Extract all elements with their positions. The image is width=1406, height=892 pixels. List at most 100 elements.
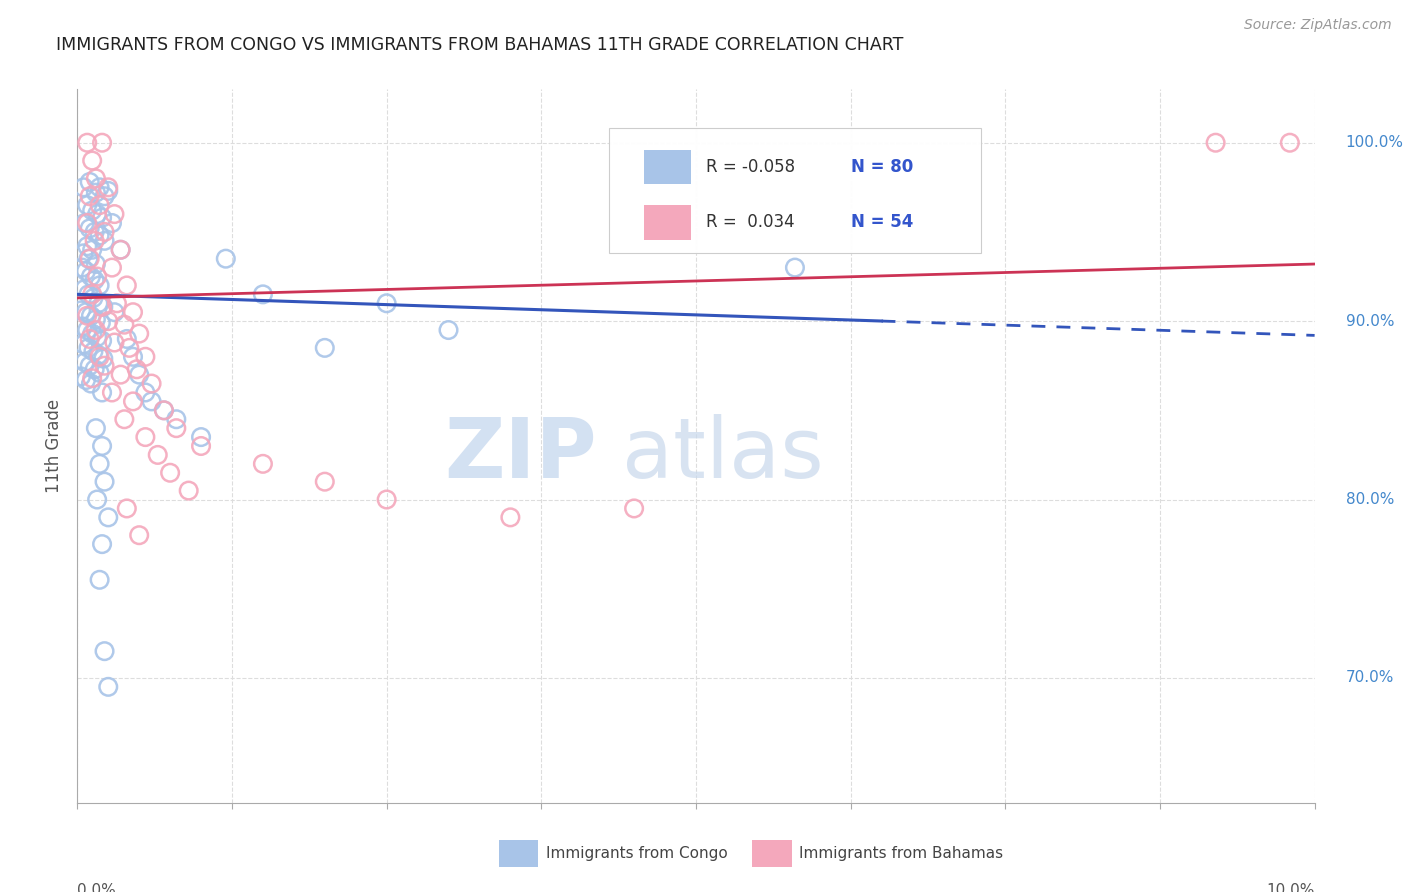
Text: 90.0%: 90.0% xyxy=(1346,314,1393,328)
Point xyxy=(1205,136,1227,150)
Point xyxy=(190,439,212,453)
Point xyxy=(97,680,120,694)
Point xyxy=(118,341,141,355)
Point xyxy=(1278,136,1301,150)
Point xyxy=(110,368,132,382)
Point xyxy=(77,341,100,355)
Text: R =  0.034: R = 0.034 xyxy=(706,213,794,231)
Point xyxy=(82,153,104,168)
Point xyxy=(93,359,115,373)
Point xyxy=(76,198,98,212)
Bar xyxy=(644,205,690,240)
Point xyxy=(122,394,145,409)
Point xyxy=(82,243,104,257)
Point xyxy=(153,403,176,417)
FancyBboxPatch shape xyxy=(609,128,980,253)
Text: IMMIGRANTS FROM CONGO VS IMMIGRANTS FROM BAHAMAS 11TH GRADE CORRELATION CHART: IMMIGRANTS FROM CONGO VS IMMIGRANTS FROM… xyxy=(56,36,904,54)
Text: R = -0.058: R = -0.058 xyxy=(706,158,794,176)
Point xyxy=(177,483,200,498)
Point xyxy=(84,323,107,337)
Point xyxy=(79,252,101,266)
Point xyxy=(89,366,111,380)
Point xyxy=(97,180,120,194)
Point xyxy=(314,475,336,489)
Point xyxy=(128,528,150,542)
Point xyxy=(437,323,460,337)
Point xyxy=(82,371,104,385)
Point xyxy=(146,448,169,462)
Point xyxy=(72,260,94,275)
Point xyxy=(91,385,114,400)
Point xyxy=(112,412,135,426)
Point xyxy=(89,198,111,212)
Text: Source: ZipAtlas.com: Source: ZipAtlas.com xyxy=(1244,18,1392,32)
Point xyxy=(75,264,97,278)
Point xyxy=(115,332,138,346)
Point xyxy=(75,373,97,387)
Point xyxy=(90,316,112,330)
Point xyxy=(91,351,114,366)
Point xyxy=(112,318,135,332)
Point xyxy=(89,180,111,194)
Point xyxy=(91,439,114,453)
Point xyxy=(125,362,148,376)
Point xyxy=(86,330,108,344)
Text: 80.0%: 80.0% xyxy=(1346,492,1393,507)
Point xyxy=(122,350,145,364)
Point xyxy=(89,573,111,587)
Point xyxy=(89,457,111,471)
Point xyxy=(89,278,111,293)
Text: 10.0%: 10.0% xyxy=(1267,883,1315,892)
Point xyxy=(783,260,806,275)
Point xyxy=(252,457,274,471)
Point xyxy=(79,221,101,235)
Point xyxy=(80,269,103,284)
Point xyxy=(80,309,103,323)
Text: N = 54: N = 54 xyxy=(851,213,912,231)
Point xyxy=(70,369,93,384)
Point xyxy=(89,228,111,243)
Point xyxy=(141,394,163,409)
Point xyxy=(72,337,94,351)
Point xyxy=(79,359,101,373)
Point xyxy=(87,348,110,362)
Point xyxy=(84,171,107,186)
Point xyxy=(91,300,114,314)
Point xyxy=(82,344,104,359)
Point xyxy=(77,287,100,301)
Point xyxy=(134,350,156,364)
Text: ZIP: ZIP xyxy=(444,415,598,495)
Point xyxy=(215,252,238,266)
Point xyxy=(73,282,96,296)
Point xyxy=(375,492,398,507)
Point xyxy=(165,421,187,435)
Point xyxy=(499,510,522,524)
Point xyxy=(82,326,104,341)
Point xyxy=(91,136,114,150)
Point xyxy=(159,466,181,480)
Text: 0.0%: 0.0% xyxy=(77,883,117,892)
Text: 70.0%: 70.0% xyxy=(1346,671,1393,685)
Point xyxy=(93,189,115,203)
Point xyxy=(83,225,105,239)
Point xyxy=(91,211,114,225)
Point xyxy=(375,296,398,310)
Point xyxy=(134,385,156,400)
Point xyxy=(73,355,96,369)
Point xyxy=(70,303,93,318)
Point xyxy=(76,309,98,323)
Point xyxy=(190,430,212,444)
Point xyxy=(76,216,98,230)
Point xyxy=(87,296,110,310)
Point xyxy=(141,376,163,391)
Point xyxy=(128,326,150,341)
Point xyxy=(134,430,156,444)
Point xyxy=(122,305,145,319)
Point xyxy=(79,189,101,203)
Point xyxy=(91,537,114,551)
Point xyxy=(83,234,105,248)
Text: atlas: atlas xyxy=(621,415,824,495)
Point xyxy=(153,403,176,417)
Point xyxy=(101,216,124,230)
Point xyxy=(77,252,100,266)
